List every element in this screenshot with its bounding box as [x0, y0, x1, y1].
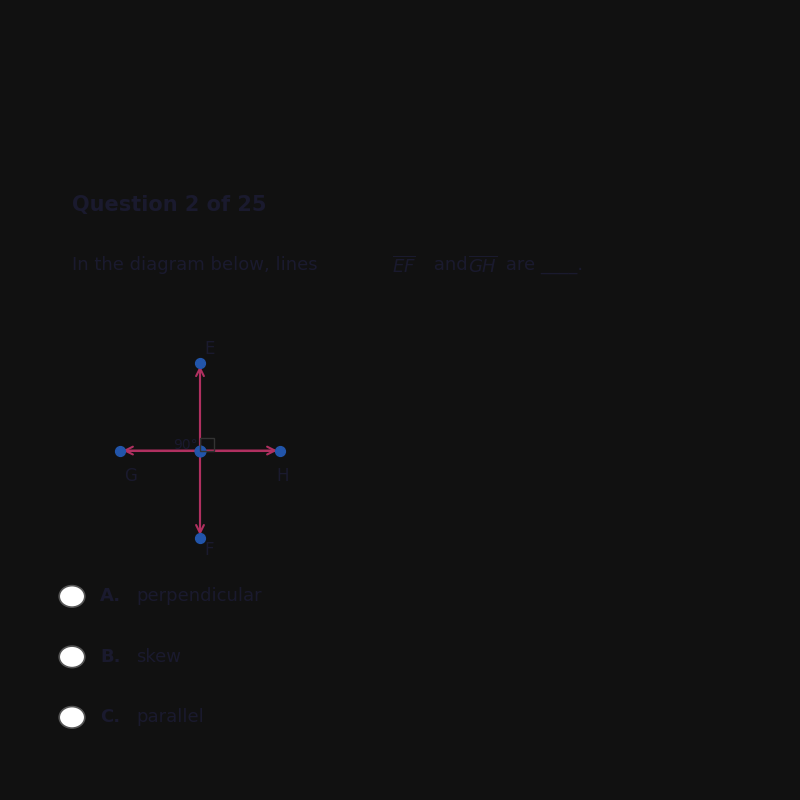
Text: parallel: parallel [136, 708, 204, 726]
Text: are ____.: are ____. [500, 256, 583, 274]
Text: $\overline{EF}$: $\overline{EF}$ [392, 256, 416, 277]
Text: G: G [124, 467, 137, 486]
Point [194, 531, 206, 544]
Text: $\overline{GH}$: $\overline{GH}$ [468, 256, 498, 277]
Text: H: H [276, 467, 289, 486]
Text: A.: A. [100, 587, 121, 606]
Text: perpendicular: perpendicular [136, 587, 262, 606]
Bar [200, 438, 214, 450]
Point [274, 444, 286, 457]
Text: In the diagram below, lines: In the diagram below, lines [72, 256, 323, 274]
Text: E: E [204, 340, 214, 358]
Circle shape [59, 586, 85, 607]
Text: and: and [428, 256, 474, 274]
Point [194, 444, 206, 457]
Circle shape [59, 706, 85, 728]
Text: Question 2 of 25: Question 2 of 25 [72, 195, 266, 215]
Text: 90°: 90° [173, 438, 198, 451]
Text: skew: skew [136, 648, 181, 666]
Text: B.: B. [100, 648, 121, 666]
Text: F: F [204, 542, 214, 559]
Point [194, 357, 206, 370]
Point [114, 444, 126, 457]
Circle shape [59, 646, 85, 668]
Text: C.: C. [100, 708, 120, 726]
